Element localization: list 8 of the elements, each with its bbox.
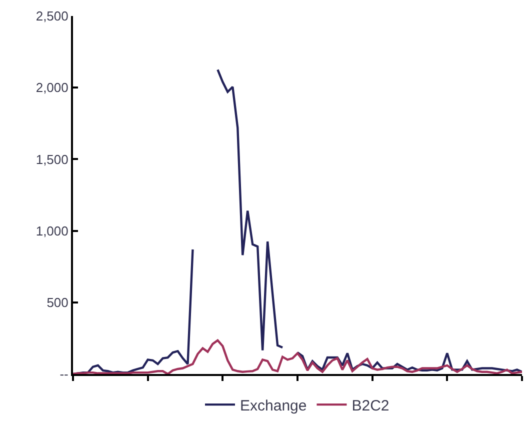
y-tick-label: 500 [46,294,68,310]
y-tick-label: 1,000 [36,223,68,238]
y-tick-label: 1,500 [36,152,68,167]
legend-label: B2C2 [352,397,390,414]
y-tick-label: 2,000 [36,80,68,96]
legend-label: Exchange [240,397,307,414]
y-tick-label: -- [60,366,68,382]
y-tick-label: 2,500 [36,8,68,24]
